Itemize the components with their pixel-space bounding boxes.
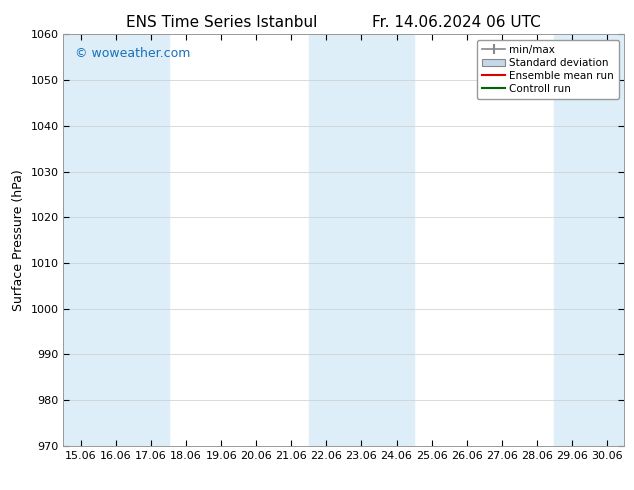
Text: © woweather.com: © woweather.com xyxy=(75,47,190,60)
Text: Fr. 14.06.2024 06 UTC: Fr. 14.06.2024 06 UTC xyxy=(372,15,541,30)
Legend: min/max, Standard deviation, Ensemble mean run, Controll run: min/max, Standard deviation, Ensemble me… xyxy=(477,40,619,99)
Y-axis label: Surface Pressure (hPa): Surface Pressure (hPa) xyxy=(12,169,25,311)
Bar xyxy=(554,34,624,446)
Bar xyxy=(63,34,169,446)
Bar xyxy=(309,34,414,446)
Text: ENS Time Series Istanbul: ENS Time Series Istanbul xyxy=(126,15,318,30)
